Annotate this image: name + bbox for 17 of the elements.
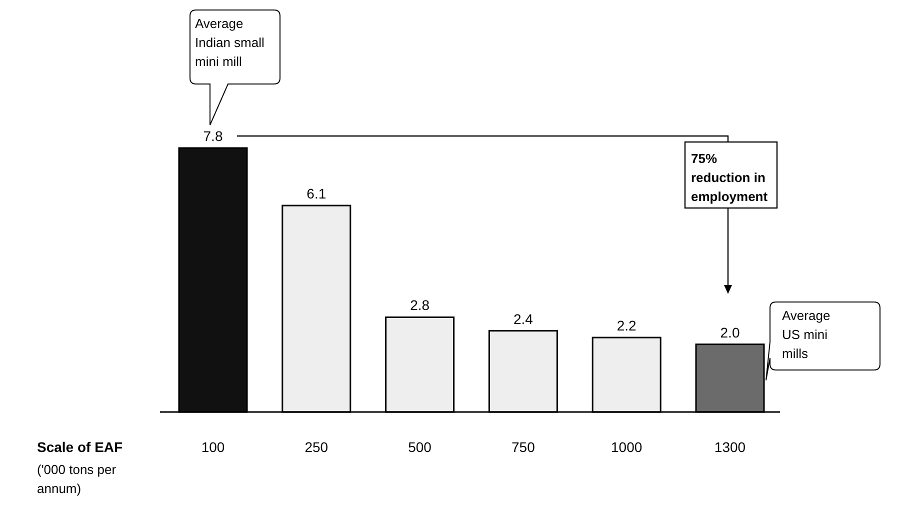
annotation: 75% reduction in employment xyxy=(691,151,768,204)
data-label: 6.1 xyxy=(306,186,326,202)
text: Average Indian small mini mill xyxy=(195,16,264,69)
x-tick-label: 750 xyxy=(512,439,536,455)
x-tick-label: 100 xyxy=(201,439,225,455)
data-label: 7.8 xyxy=(203,128,223,144)
x-tick-label: 500 xyxy=(408,439,432,455)
x-axis-title: Scale of EAF xyxy=(37,439,124,455)
x-tick-label: 1000 xyxy=(611,439,642,455)
x-tick-label: 1300 xyxy=(714,439,746,455)
text: ('000 tons per annum) xyxy=(37,462,117,496)
data-label: 2.0 xyxy=(720,324,740,340)
data-label: 2.4 xyxy=(513,310,534,327)
data-label: 2.8 xyxy=(410,297,430,314)
data-label: 2.2 xyxy=(616,318,637,334)
text: Average US mini mills xyxy=(782,308,830,361)
x-tick-label: 250 xyxy=(304,439,328,455)
